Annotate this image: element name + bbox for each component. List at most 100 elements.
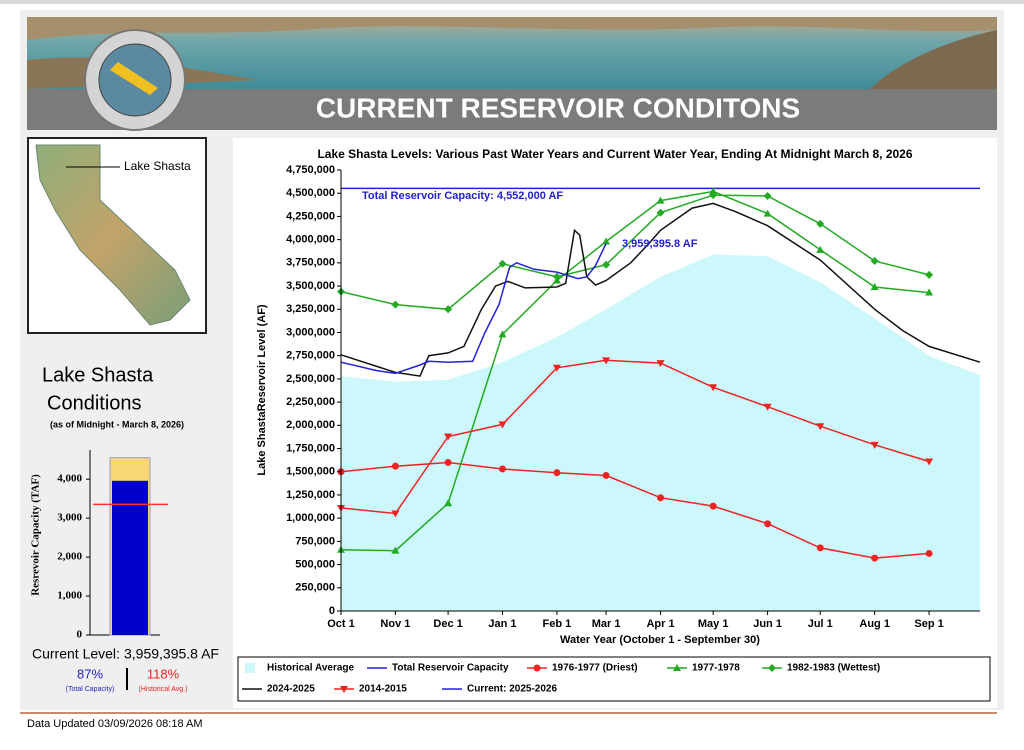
pct-capacity-label: (Total Capacity) [66,686,115,693]
y-tick-label: 4,500,000 [286,187,335,199]
line [340,243,607,375]
marker [552,364,561,372]
y-tick-label: 0 [77,629,83,641]
area [341,254,980,611]
line [340,461,930,559]
annotation: Total Reservoir Capacity: 4,552,000 AF [362,190,563,202]
marker [498,259,507,268]
marker [602,471,610,479]
y-tick-label: 750,000 [295,535,335,547]
y-tick-label: 2,000,000 [286,419,335,431]
legend-label: 1982-1983 (Wettest) [787,663,880,674]
marker [602,237,611,245]
x-tick-label: Aug 1 [859,618,890,630]
x-tick-label: Dec 1 [433,618,462,630]
chart-title: Lake Shasta Levels: Various Past Water Y… [317,147,912,161]
footer-updated: Data Updated 03/09/2026 08:18 AM [27,718,203,730]
marker [925,270,934,279]
y-tick-label: 1,000,000 [286,512,335,524]
x-tick-label: Jul 1 [808,618,833,630]
legend-label: Historical Average [267,663,355,674]
legend-marker [533,664,541,672]
marker [816,423,825,431]
legend-label: Current: 2025-2026 [467,684,557,695]
x-tick-label: Sep 1 [914,618,943,630]
marker [498,330,507,338]
y-tick-label: 1,250,000 [286,489,335,501]
marker [499,465,507,473]
legend-label: 1976-1977 (Driest) [552,663,638,674]
marker [602,357,611,365]
x-tick-label: Oct 1 [327,618,355,630]
pct-historical-label: (Historical Avg.) [139,686,188,693]
x-tick-label: Apr 1 [646,618,674,630]
marker [871,554,879,562]
y-tick-label: 2,250,000 [286,396,335,408]
legend-marker [673,664,681,671]
y-tick-label: 1,500,000 [286,466,335,478]
pct-historical: 118% [147,666,180,681]
legend-label: Total Reservoir Capacity [392,663,509,674]
y-tick-label: 1,750,000 [286,442,335,454]
y-tick-label: 2,500,000 [286,373,335,385]
y-tick-label: 1,000 [57,590,82,602]
marker [444,433,453,441]
y-tick-label: 3,500,000 [286,280,335,292]
marker [870,282,879,290]
marker [391,462,399,470]
marker [816,245,825,253]
marker [656,360,665,368]
x-tick-label: Jun 1 [753,618,782,630]
marker [816,544,824,552]
marker [764,520,772,528]
y-tick-label: 3,250,000 [286,303,335,315]
line [340,359,930,515]
marker [870,256,879,265]
current-level-label: Current Level: [32,646,120,662]
marker [444,499,453,507]
x-tick-label: Jan 1 [488,618,516,630]
marker [763,403,772,411]
y-tick-label: 250,000 [295,582,335,594]
legend-marker [340,686,348,693]
main-chart: Lake Shasta Levels: Various Past Water Y… [237,147,991,702]
marker [925,458,934,466]
pct-capacity: 87% [77,666,103,681]
x-axis-label: Water Year (October 1 - September 30) [560,634,760,646]
marker [709,187,718,195]
y-tick-label: 4,750,000 [286,164,335,176]
marker [444,458,452,466]
current-bar [112,480,148,635]
marker [763,209,772,217]
banner-title: CURRENT RESERVOIR CONDITONS [316,92,800,123]
marker [816,219,825,228]
y-tick-label: 3,000,000 [286,326,335,338]
y-tick-label: 4,250,000 [286,210,335,222]
x-tick-label: Feb 1 [543,618,572,630]
as-of: (as of Midnight - March 8, 2026) [50,419,184,429]
marker [925,288,934,296]
x-tick-label: Mar 1 [592,618,621,630]
marker [391,510,400,518]
marker [656,196,665,204]
y-tick-label: 3,000 [57,512,82,524]
y-tick-label: 3,750,000 [286,257,335,269]
line [340,194,930,311]
marker [870,441,879,449]
marker [553,469,561,477]
gauge-chart: 0 1,000 2,000 3,000 4,000 Resrevoir Capacity … [30,450,168,641]
legend-box [237,656,991,702]
marker [925,549,933,557]
y-tick-label: 2,750,000 [286,350,335,362]
marker [391,546,400,554]
legend-label: 2014-2015 [359,684,407,695]
y-tick-label: 4,000 [57,473,82,485]
marker [498,421,507,429]
top-border [0,0,1024,4]
legend-swatch [245,663,255,673]
marker [709,502,717,510]
marker [552,272,561,281]
y-axis-label: Resrevoir Capacity (TAF) [30,474,42,596]
y-tick-label: 2,000 [57,551,82,563]
